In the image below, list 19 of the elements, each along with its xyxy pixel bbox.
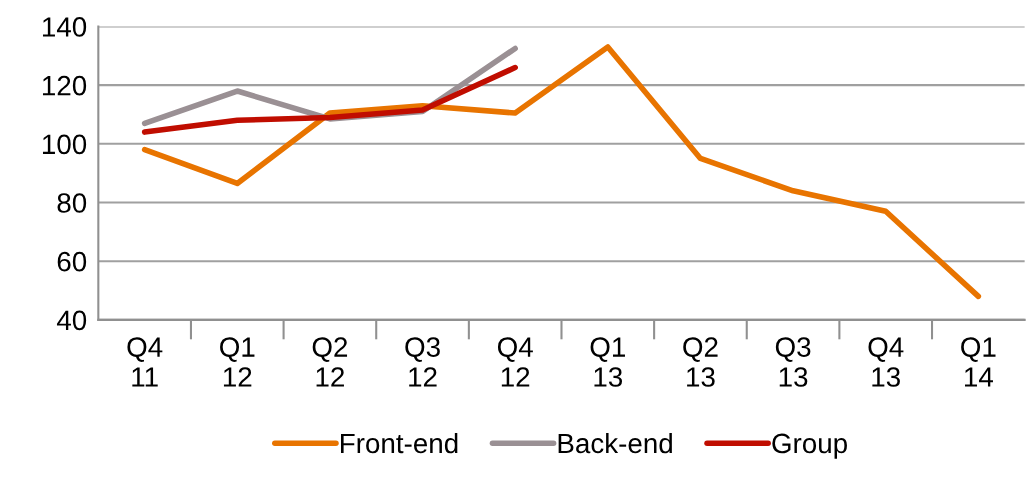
x-tick-label: Q1 14	[961, 337, 996, 387]
x-tick-label: Q1 12	[220, 337, 255, 387]
x-tick-label: Q3 13	[775, 337, 811, 387]
y-tick-label: 140	[42, 17, 87, 37]
y-tick-label: 60	[57, 251, 87, 272]
x-tick-label: Q4 11	[127, 337, 163, 387]
y-tick-label: 40	[56, 310, 87, 331]
x-tick-label: Q3 12	[405, 337, 440, 387]
x-tick-label: Q4 12	[497, 337, 533, 387]
x-tick-label: Q4 13	[868, 337, 904, 387]
y-tick-label: 100	[42, 134, 87, 155]
y-tick-label: 80	[57, 193, 87, 213]
legend-label: Back-end	[558, 432, 672, 454]
legend-label: Group	[772, 433, 847, 459]
x-tick-label: Q1 13	[590, 337, 625, 387]
x-tick-label: Q2 12	[312, 337, 348, 387]
legend-label: Front-end	[341, 432, 458, 454]
y-tick-label: 120	[42, 75, 87, 96]
x-tick-label: Q2 13	[683, 337, 718, 387]
